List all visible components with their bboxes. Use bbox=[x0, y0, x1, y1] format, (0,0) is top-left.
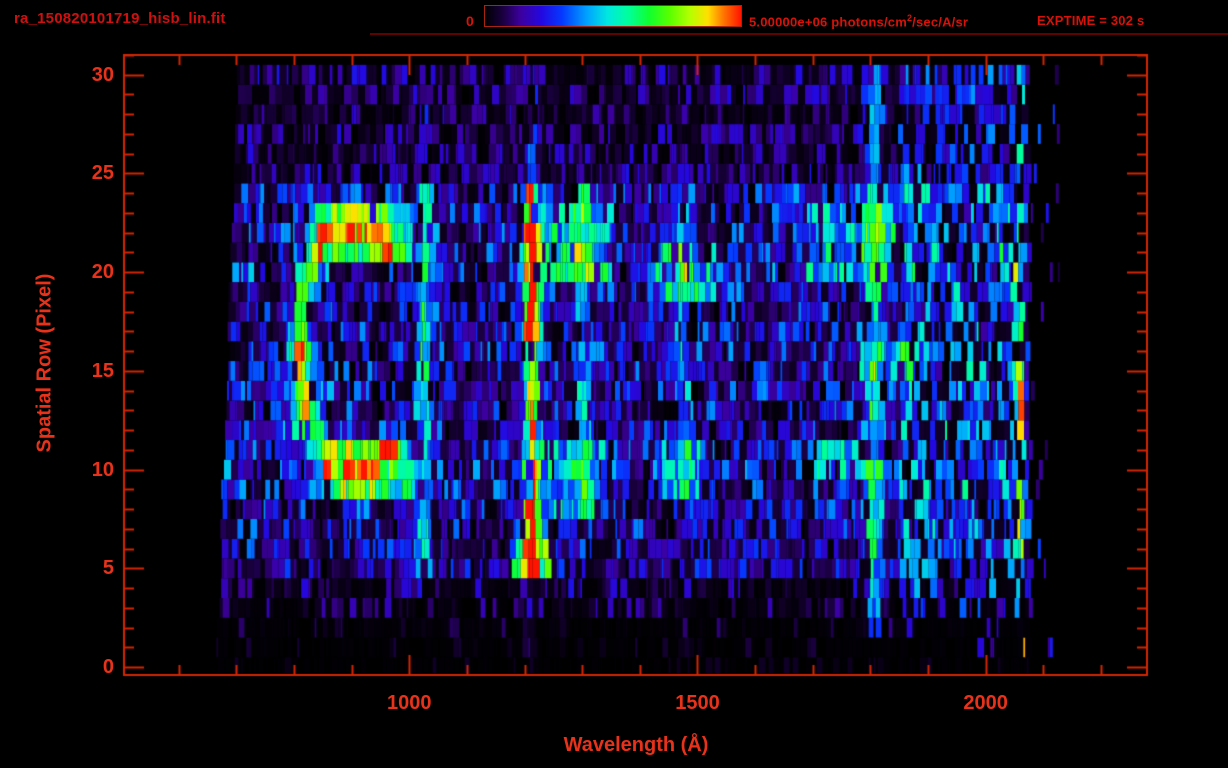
x-tick-label: 2000 bbox=[963, 692, 1008, 714]
x-tick-label: 1000 bbox=[387, 692, 432, 714]
x-axis-title: Wavelength (Å) bbox=[563, 734, 709, 756]
exptime-label: EXPTIME = 302 s bbox=[1037, 13, 1145, 28]
colorbar-min-label: 0 bbox=[466, 13, 474, 29]
colorbar-max-label-prefix: 5.00000e+06 photons/cm bbox=[749, 14, 907, 30]
colorbar-gradient bbox=[484, 5, 742, 27]
y-tick-label: 20 bbox=[91, 261, 114, 284]
y-tick-label: 25 bbox=[91, 162, 114, 185]
file-title: ra_150820101719_hisb_lin.fit bbox=[14, 10, 226, 27]
y-tick-label: 10 bbox=[91, 458, 114, 481]
y-tick-label: 0 bbox=[102, 656, 114, 679]
y-tick-label: 30 bbox=[91, 63, 114, 86]
colorbar-max-label: 5.00000e+06 photons/cm2/sec/A/sr bbox=[749, 13, 968, 29]
colorbar-max-label-suffix: /sec/A/sr bbox=[912, 14, 969, 30]
y-tick-label: 15 bbox=[91, 359, 114, 382]
y-tick-label: 5 bbox=[102, 557, 114, 580]
header-underline bbox=[370, 33, 1228, 35]
colorbar-max-label-sup: 2 bbox=[906, 13, 913, 23]
x-tick-label: 1500 bbox=[675, 692, 720, 714]
y-axis-title: Spatial Row (Pixel) bbox=[33, 273, 56, 453]
